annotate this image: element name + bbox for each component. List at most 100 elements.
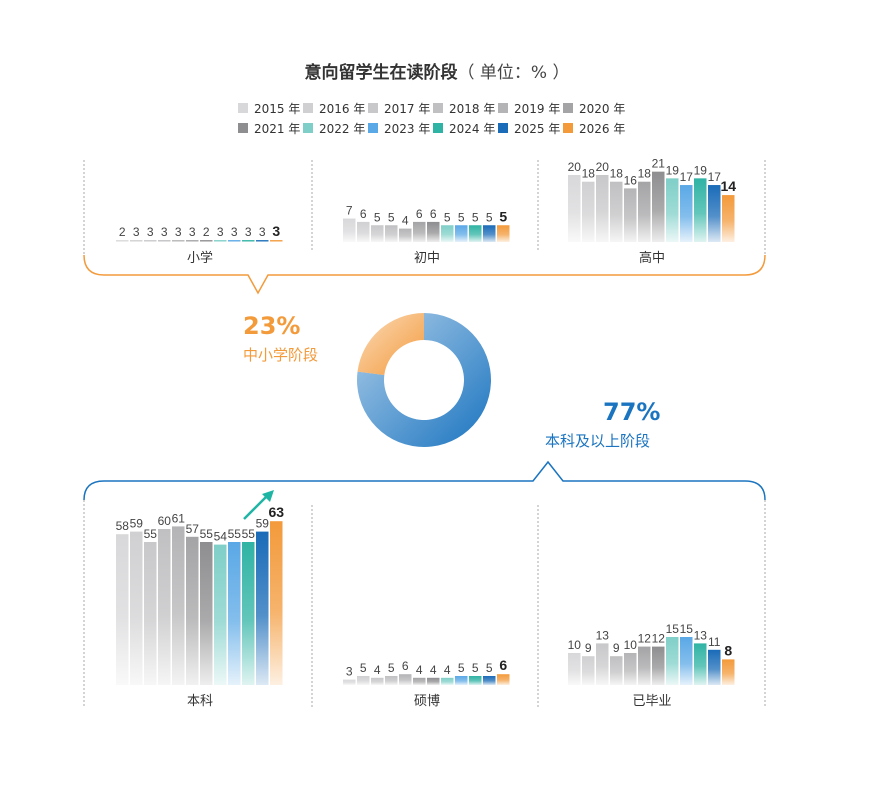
bar-value-label: 61 (172, 511, 186, 525)
bar-value-label: 4 (402, 214, 409, 228)
bar (652, 646, 665, 685)
bar-value-label: 19 (666, 163, 680, 177)
bar (666, 637, 679, 685)
legend-label: 2023 年 (384, 121, 431, 136)
bar-value-label: 63 (268, 504, 284, 520)
bar-value-label: 8 (724, 642, 732, 658)
bar (242, 240, 255, 242)
legend-swatch (238, 123, 248, 133)
bar (116, 534, 129, 685)
bar-value-label: 5 (360, 661, 367, 675)
bar (497, 674, 510, 685)
bar-value-label: 18 (582, 167, 596, 181)
legend-label: 2022 年 (319, 121, 366, 136)
bar (200, 542, 213, 685)
bar-value-label: 3 (175, 225, 182, 239)
bar-value-label: 20 (568, 160, 582, 174)
bar-value-label: 5 (472, 661, 479, 675)
bar-value-label: 14 (720, 178, 736, 194)
bar (270, 521, 283, 685)
bar (371, 677, 384, 685)
bar-value-label: 6 (360, 207, 367, 221)
bar-value-label: 10 (568, 638, 582, 652)
bar (638, 646, 651, 685)
bar-value-label: 5 (388, 210, 395, 224)
bar (214, 240, 227, 242)
bar-value-label: 6 (402, 659, 409, 673)
bar (680, 637, 693, 685)
legend-label: 2020 年 (579, 101, 626, 116)
bar (172, 526, 185, 685)
legend-item: 2015 年 (238, 98, 303, 118)
bar (666, 178, 679, 242)
bar-value-label: 6 (430, 207, 437, 221)
bar (130, 240, 143, 242)
bar-value-label: 5 (458, 210, 465, 224)
legend-swatch (433, 103, 443, 113)
panel-label: 高中 (639, 250, 665, 265)
legend-label: 2021 年 (254, 121, 301, 136)
bar-value-label: 4 (416, 663, 423, 677)
bar (256, 240, 269, 242)
panel-硕博: 3 5 4 5 6 4 4 4 5 5 5 6硕博 (343, 657, 510, 708)
legend-label: 2026 年 (579, 121, 626, 136)
panel-label: 已毕业 (632, 693, 671, 708)
bar (483, 225, 496, 242)
bar (200, 240, 213, 242)
bar-value-label: 4 (430, 663, 437, 677)
legend-item: 2022 年 (303, 118, 368, 138)
legend-item: 2019 年 (498, 98, 563, 118)
bar (624, 188, 637, 242)
bar-value-label: 18 (610, 167, 624, 181)
bar (624, 653, 637, 685)
bar-value-label: 55 (144, 527, 158, 541)
bar-value-label: 5 (486, 661, 493, 675)
bar (708, 185, 721, 242)
legend-item: 2024 年 (433, 118, 498, 138)
bar (130, 531, 143, 685)
donut-segment (357, 313, 424, 375)
bar-value-label: 3 (133, 225, 140, 239)
legend-item: 2023 年 (368, 118, 433, 138)
bar-value-label: 3 (189, 225, 196, 239)
unit-text: （ 单位：% ） (457, 63, 570, 83)
bar-value-label: 5 (374, 210, 381, 224)
bar (357, 221, 370, 242)
bar (144, 240, 157, 242)
bar (708, 649, 721, 685)
bar (385, 225, 398, 242)
bar-value-label: 57 (186, 522, 200, 536)
bar (427, 221, 440, 242)
bar-value-label: 3 (147, 225, 154, 239)
bar (242, 542, 255, 685)
title-text: 意向留学生在读阶段 (304, 63, 458, 83)
bar (455, 676, 468, 685)
bar-value-label: 55 (242, 527, 256, 541)
bar (568, 175, 581, 242)
bar (722, 195, 735, 242)
bar-value-label: 12 (652, 632, 666, 646)
bar-value-label: 19 (694, 163, 708, 177)
bar (469, 225, 482, 242)
bar (596, 175, 609, 242)
bar-value-label: 55 (228, 527, 242, 541)
top-bracket (83, 254, 766, 295)
bar (694, 643, 707, 685)
bar-value-label: 5 (486, 210, 493, 224)
panel-初中: 7 6 5 5 4 6 6 5 5 5 5 5初中 (343, 204, 510, 265)
bar (722, 659, 735, 685)
legend-swatch (238, 103, 248, 113)
panel-label: 本科 (187, 693, 213, 708)
panel-label: 初中 (414, 250, 440, 265)
bar (357, 676, 370, 685)
bar (568, 653, 581, 685)
bar (399, 228, 412, 242)
bar-value-label: 18 (638, 167, 652, 181)
bar-value-label: 4 (374, 663, 381, 677)
legend-item: 2018 年 (433, 98, 498, 118)
bar-value-label: 15 (666, 622, 680, 636)
legend-swatch (498, 123, 508, 133)
bar (158, 240, 171, 242)
